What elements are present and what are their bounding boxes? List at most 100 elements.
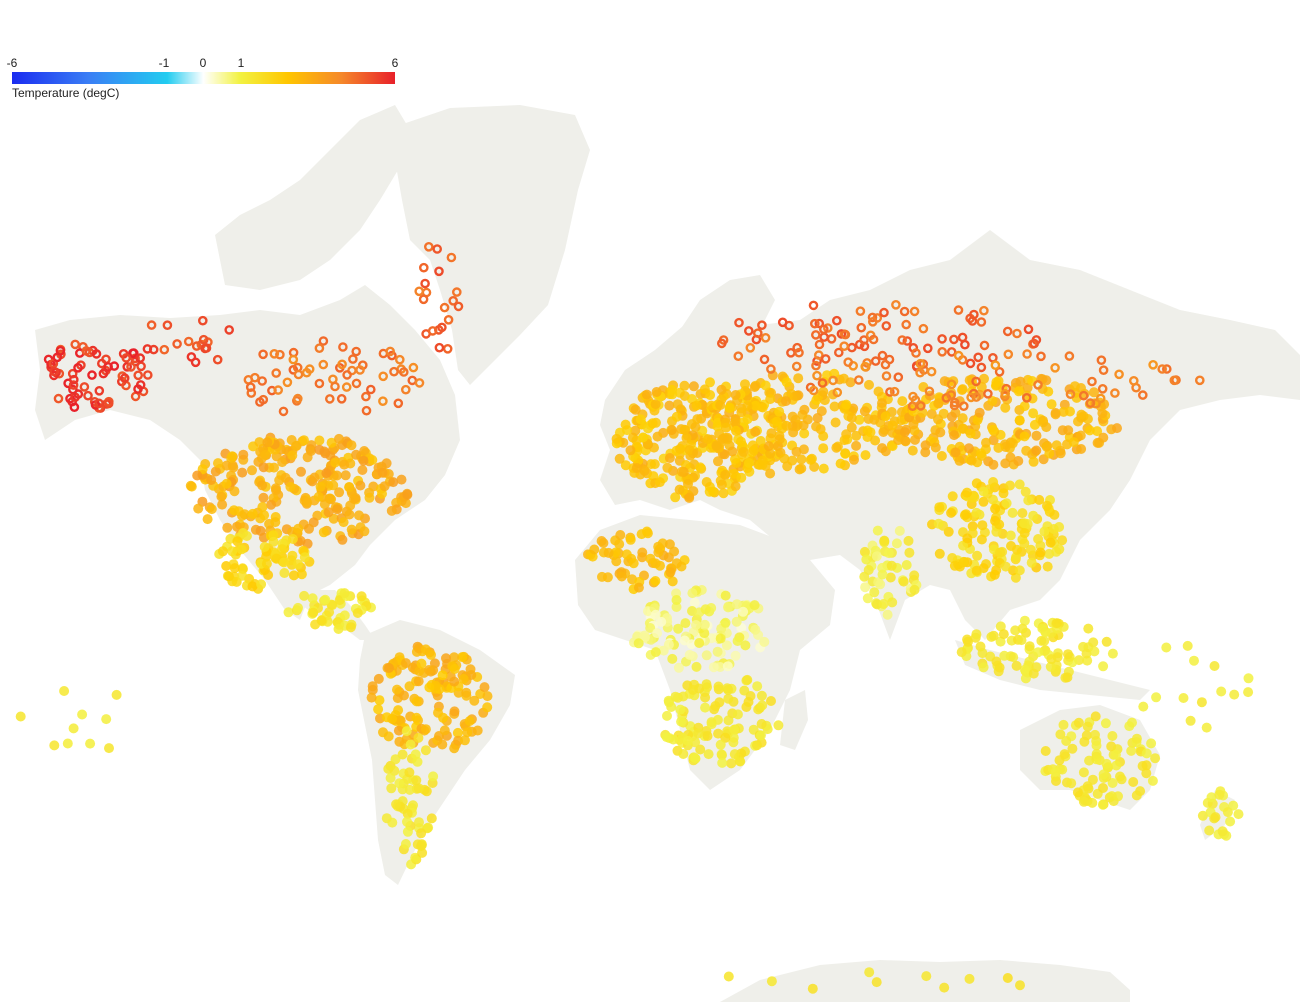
station-marker [224,325,234,335]
station-marker [882,609,893,620]
station-marker [482,702,493,713]
station-marker [799,404,810,415]
station-marker [810,318,820,329]
station-marker [689,597,700,608]
station-marker [68,380,79,390]
station-marker [1065,389,1076,400]
station-marker [904,547,915,558]
station-marker [846,413,857,423]
station-marker [482,691,493,702]
station-marker [753,328,763,339]
station-marker [965,358,976,369]
station-marker [421,786,432,797]
station-marker [995,636,1006,647]
station-marker [887,597,898,608]
station-marker [703,749,714,760]
station-marker [812,370,822,381]
station-marker [1031,445,1042,456]
station-marker [1082,781,1093,792]
station-marker [1028,408,1039,419]
station-marker [716,384,727,395]
station-marker [699,628,710,639]
station-marker [356,591,367,602]
station-marker [1063,425,1074,436]
station-marker [909,306,920,317]
station-marker [743,458,754,468]
station-marker [321,468,332,479]
station-marker [911,348,921,358]
station-marker [1147,775,1158,786]
station-marker [408,800,418,811]
station-marker [359,526,370,537]
station-marker [461,687,472,698]
station-marker [757,320,767,331]
station-marker [442,343,453,354]
station-marker [971,507,982,518]
station-marker [308,607,319,618]
station-marker [946,411,957,422]
station-marker [1216,686,1227,697]
station-marker [793,373,804,384]
station-marker [393,398,404,409]
station-marker [766,976,777,987]
station-marker [1014,415,1025,426]
station-marker [336,393,347,404]
station-marker [1110,388,1120,398]
station-marker [679,380,690,391]
legend-tick-pos1: 1 [237,56,245,70]
station-marker [183,336,194,347]
station-marker [259,541,270,552]
station-marker [843,357,854,368]
station-marker [720,590,731,601]
station-marker [377,467,388,478]
station-marker [1210,812,1221,823]
station-marker [401,726,412,737]
station-marker [937,346,948,357]
station-marker [1185,715,1196,726]
station-marker [799,428,810,439]
station-marker [448,295,459,306]
station-marker [717,338,727,349]
station-marker [894,525,905,536]
station-marker [711,440,722,451]
station-marker [881,321,892,331]
station-marker [222,522,233,533]
station-marker [695,744,706,755]
station-marker [936,451,947,461]
station-marker [1096,355,1107,366]
station-marker [386,783,397,794]
station-marker [998,629,1009,640]
station-marker [687,588,698,599]
station-marker [344,509,355,520]
station-marker [798,420,809,431]
station-marker [1189,655,1199,666]
station-marker [723,971,734,982]
station-marker [339,588,350,599]
station-marker [716,479,727,490]
station-marker [1037,374,1048,385]
station-marker [891,538,902,549]
station-marker [674,484,685,495]
station-marker [650,576,661,586]
station-marker [691,661,702,672]
station-marker [162,320,173,331]
station-marker [1075,430,1086,441]
station-marker [373,673,384,684]
station-marker [834,347,844,358]
station-marker [991,656,1002,667]
station-marker [338,342,348,352]
station-marker [236,544,247,555]
station-marker [332,470,342,481]
station-marker [915,367,925,378]
station-marker [818,386,829,397]
station-marker [862,593,873,604]
station-marker [864,967,875,978]
station-marker [983,388,993,399]
station-marker [1107,648,1118,659]
station-marker [977,648,988,659]
station-marker [346,524,357,535]
station-marker [678,749,689,759]
station-marker [780,396,791,407]
station-marker [434,342,445,353]
station-marker [1195,375,1205,386]
